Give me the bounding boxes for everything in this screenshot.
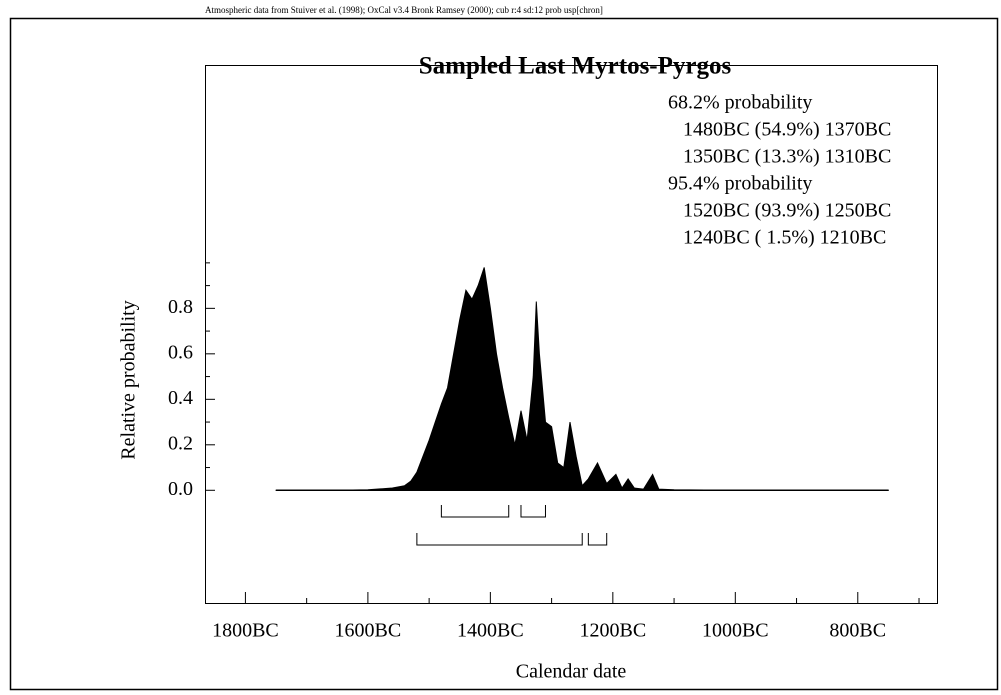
y-tick-label: 0.4 xyxy=(168,387,193,409)
range-bracket xyxy=(440,505,510,518)
plot-frame xyxy=(205,65,938,604)
y-tick-label: 0.0 xyxy=(168,478,193,500)
y-axis-label: Relative probability xyxy=(118,300,140,459)
y-tick-label: 0.6 xyxy=(168,341,193,363)
annotation: 95.4% probability xyxy=(668,173,812,195)
x-tick-label: 1000BC xyxy=(702,620,769,642)
annotation: 1520BC (93.9%) 1250BC xyxy=(683,200,891,222)
chart-title: Sampled Last Myrtos-Pyrgos xyxy=(419,53,732,80)
x-tick-label: 1600BC xyxy=(335,620,402,642)
annotation: 68.2% probability xyxy=(668,92,812,114)
x-tick-label: 800BC xyxy=(829,620,886,642)
y-tick-label: 0.2 xyxy=(168,432,193,454)
range-bracket xyxy=(587,533,608,546)
x-axis-label: Calendar date xyxy=(516,661,627,683)
annotation: 1350BC (13.3%) 1310BC xyxy=(683,146,891,168)
distribution-area xyxy=(275,267,889,491)
outer-border xyxy=(9,17,999,691)
header: Atmospheric data from Stuiver et al. (19… xyxy=(205,5,603,15)
x-tick-label: 1200BC xyxy=(579,620,646,642)
range-bracket xyxy=(416,533,583,546)
x-tick-label: 1800BC xyxy=(212,620,279,642)
y-tick-label: 0.8 xyxy=(168,296,193,318)
annotation: 1240BC ( 1.5%) 1210BC xyxy=(683,227,886,249)
x-tick-label: 1400BC xyxy=(457,620,524,642)
annotation: 1480BC (54.9%) 1370BC xyxy=(683,119,891,141)
range-bracket xyxy=(520,505,546,518)
